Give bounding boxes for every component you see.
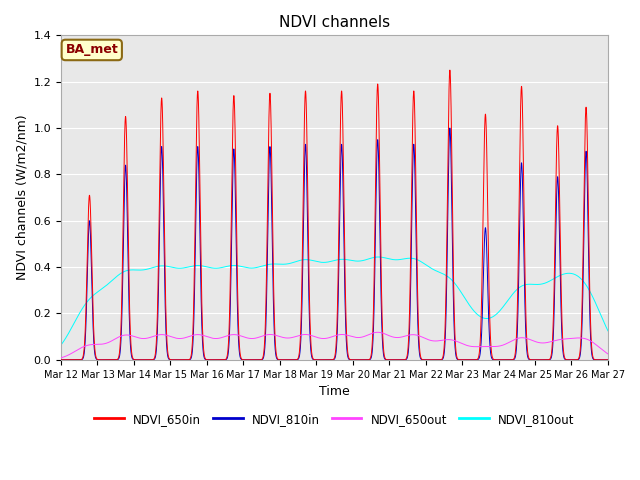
X-axis label: Time: Time — [319, 385, 350, 398]
Legend: NDVI_650in, NDVI_810in, NDVI_650out, NDVI_810out: NDVI_650in, NDVI_810in, NDVI_650out, NDV… — [90, 408, 579, 431]
Title: NDVI channels: NDVI channels — [279, 15, 390, 30]
Y-axis label: NDVI channels (W/m2/nm): NDVI channels (W/m2/nm) — [15, 115, 28, 280]
Text: BA_met: BA_met — [65, 44, 118, 57]
